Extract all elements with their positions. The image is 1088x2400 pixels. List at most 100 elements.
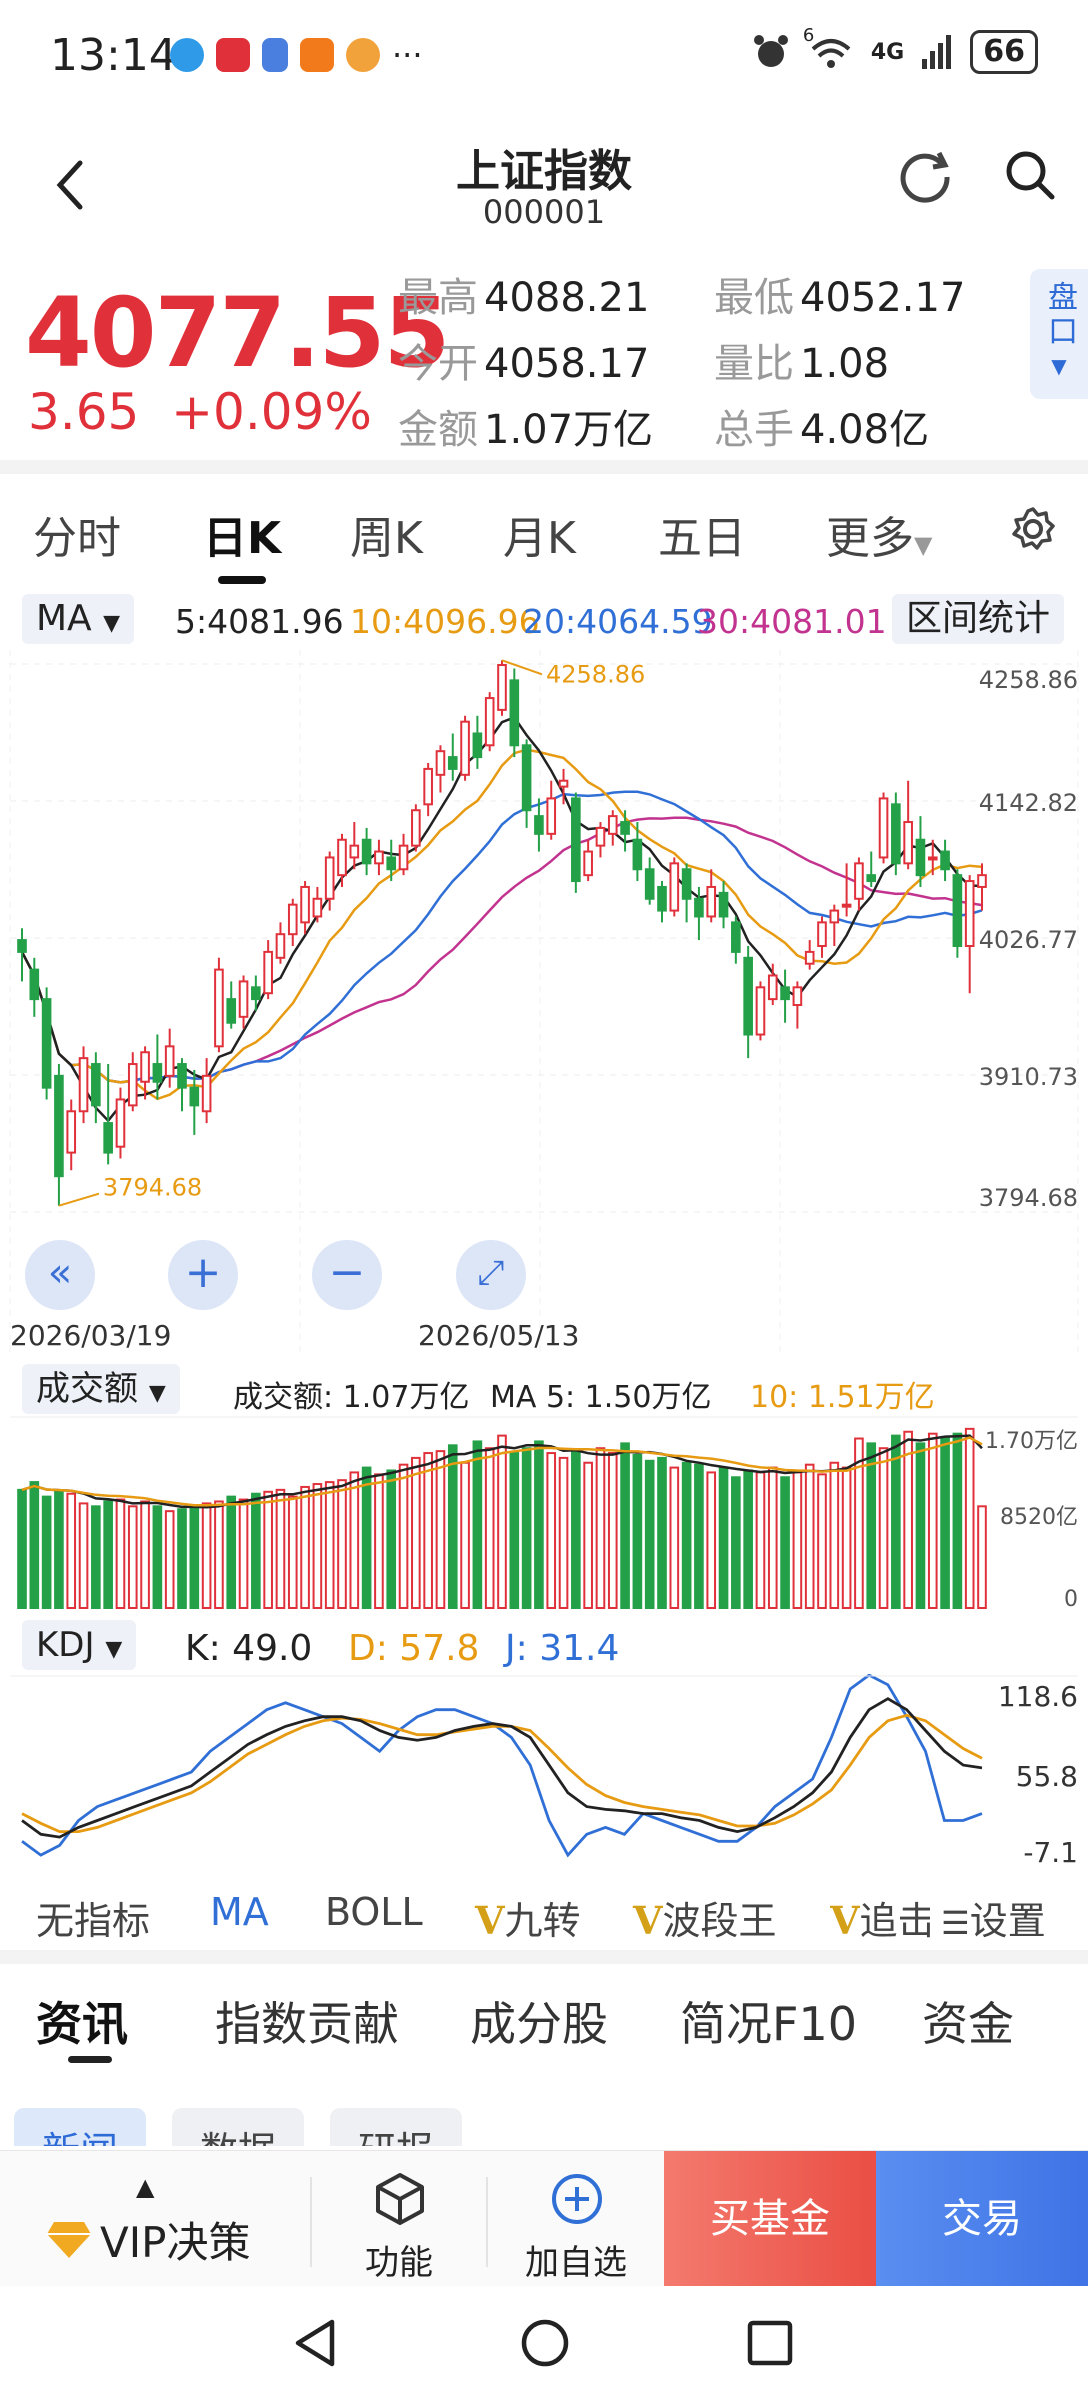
gear-icon[interactable] (1010, 506, 1056, 552)
candle-body (66, 1110, 77, 1154)
volume-bar (804, 1463, 815, 1609)
candle (164, 1028, 175, 1088)
volume-bar (324, 1481, 335, 1609)
volume-chart[interactable]: 1.70万亿 8520亿 0 (0, 1416, 1088, 1616)
indicator-none[interactable]: 无指标 (36, 1899, 151, 1943)
volume-tick-label: 8520亿 (1000, 1505, 1078, 1530)
info-tabs: 资讯 指数贡献 成分股 简况F10 资金 (0, 1964, 1088, 2064)
candle-body (127, 1063, 138, 1107)
candle-body (780, 986, 790, 1001)
indicator-boll[interactable]: BOLL (325, 1890, 423, 1934)
tab-monthly-k[interactable]: 月K (503, 513, 576, 564)
nav-home-icon[interactable] (518, 2316, 572, 2370)
candle-body (915, 838, 926, 877)
tab-more[interactable]: 更多▼ (826, 513, 933, 564)
trade-button[interactable]: 交易 (876, 2151, 1088, 2287)
volume-bar (940, 1437, 950, 1609)
zoom-out-icon[interactable]: − (312, 1240, 382, 1310)
candle-body (607, 815, 618, 835)
range-stats-button[interactable]: 区间统计 (892, 594, 1065, 644)
candle (312, 886, 323, 923)
active-tab-indicator (68, 2056, 112, 2063)
volume-bar (780, 1476, 790, 1610)
candlestick-chart[interactable]: 4258.86 4142.82 4026.77 3910.73 3794.68 2026/… (0, 650, 1088, 1358)
candle-body (435, 750, 446, 776)
date-label: 2026/05/13 (418, 1319, 579, 1352)
volume-bar (41, 1495, 52, 1609)
app-notification-icon (170, 38, 204, 72)
volume-bar (681, 1461, 692, 1609)
search-icon[interactable] (1000, 145, 1060, 205)
volume-bar (743, 1469, 753, 1610)
candle-body (854, 862, 864, 900)
candle-body (878, 797, 889, 859)
volume-bar (127, 1505, 138, 1609)
candle-body (177, 1063, 187, 1089)
price-tick-label: 4258.86 (979, 666, 1078, 694)
quote-panel: 4077.55 3.65 +0.09% 最高 4088.21 最低 4052.17 … (0, 255, 1088, 465)
nav-recent-apps-icon[interactable] (745, 2318, 795, 2368)
tab-constituents[interactable]: 成分股 (470, 1997, 608, 2051)
order-book-button[interactable]: 盘口 ▼ (1030, 269, 1088, 399)
refresh-icon[interactable] (895, 145, 955, 205)
volume-bar (423, 1452, 433, 1610)
buy-fund-button[interactable]: 买基金 (664, 2151, 876, 2287)
scroll-left-icon[interactable]: « (25, 1240, 95, 1310)
indicator-settings[interactable]: ☰设置 (935, 1890, 1046, 1945)
period-tabs: 分时 日K 周K 月K 五日 更多▼ (0, 474, 1088, 584)
candle (878, 792, 889, 864)
battery-icon: 66 (970, 30, 1038, 74)
nav-back-icon[interactable] (290, 2316, 340, 2370)
function-button[interactable]: 功能 (312, 2151, 486, 2287)
page-header: 上证指数 000001 (0, 115, 1088, 255)
volume-bar (17, 1488, 27, 1609)
indicator-ma[interactable]: MA (210, 1890, 269, 1934)
candle (718, 881, 729, 929)
candle (743, 945, 753, 1059)
candle (140, 1046, 150, 1100)
candle (386, 839, 397, 882)
candle-body (743, 956, 753, 1036)
subtab-data[interactable]: 数据 (172, 2108, 305, 2146)
volume-bar (386, 1469, 397, 1610)
volume-tick-label: 0 (1064, 1587, 1078, 1612)
fullscreen-icon[interactable]: ⤢ (456, 1240, 526, 1310)
volume-bar (620, 1442, 630, 1609)
tab-capital-flow[interactable]: 资金 (922, 1997, 1014, 2051)
kdj-selector[interactable]: KDJ ▼ (22, 1620, 137, 1670)
indicator-zhuiji[interactable]: V追击 (830, 1898, 930, 1943)
indicator-jiuzhuan[interactable]: V九转 (475, 1898, 581, 1943)
change-value: 3.65 (28, 383, 140, 441)
candle-body (731, 921, 741, 953)
vip-decision-button[interactable]: ▲ VIP决策 (0, 2151, 310, 2287)
back-icon[interactable] (50, 155, 90, 215)
volume-bar (521, 1447, 532, 1609)
ma-selector[interactable]: MA ▼ (22, 594, 135, 644)
tab-index-contribution[interactable]: 指数贡献 (215, 1997, 399, 2051)
candle (804, 940, 815, 970)
candle-body (521, 744, 532, 812)
tab-news-info[interactable]: 资讯 (36, 1997, 128, 2051)
candle-body (497, 664, 507, 711)
candle (694, 886, 704, 941)
ma20-line (20, 790, 983, 1084)
candle (361, 827, 372, 876)
subtab-research[interactable]: 研报 (330, 2108, 463, 2146)
tab-five-day[interactable]: 五日 (658, 513, 746, 564)
indicator-boduanwang[interactable]: V波段王 (633, 1898, 777, 1943)
candle-body (41, 998, 52, 1089)
candle (731, 916, 741, 964)
subtab-news[interactable]: 新闻 (14, 2108, 147, 2146)
volume-bar (952, 1432, 963, 1610)
tab-intraday[interactable]: 分时 (33, 513, 121, 564)
change-percent: +0.09% (171, 383, 372, 441)
zoom-in-icon[interactable]: + (168, 1240, 238, 1310)
price-change: 3.65 +0.09% (28, 383, 372, 441)
add-watchlist-button[interactable]: 加自选 (488, 2151, 664, 2287)
more-notifications: ··· (392, 36, 423, 74)
tab-f10-overview[interactable]: 简况F10 (680, 1997, 857, 2051)
kdj-chart[interactable]: 118.6 55.8 -7.1 (0, 1674, 1088, 1868)
tab-weekly-k[interactable]: 周K (350, 513, 423, 564)
volume-selector[interactable]: 成交额 ▼ (22, 1364, 180, 1414)
tab-daily-k[interactable]: 日K (203, 513, 282, 564)
